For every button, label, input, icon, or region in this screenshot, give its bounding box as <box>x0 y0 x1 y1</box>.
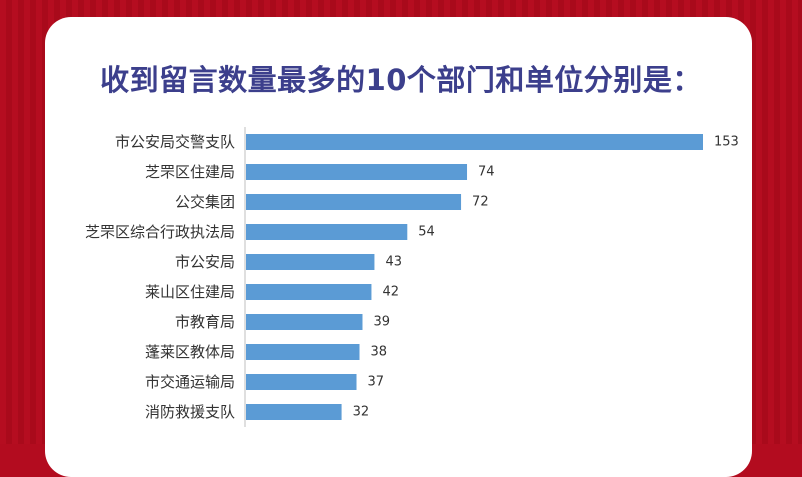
category-label: 蓬莱区教体局 <box>145 343 235 361</box>
content-card <box>45 17 752 477</box>
category-label: 消防救援支队 <box>145 403 235 421</box>
category-label: 公交集团 <box>175 193 235 211</box>
bar <box>246 164 468 180</box>
bar <box>246 194 462 210</box>
bar <box>246 224 408 240</box>
value-label: 32 <box>353 405 370 420</box>
bar <box>246 254 375 270</box>
value-label: 54 <box>418 225 435 240</box>
value-label: 43 <box>385 255 402 270</box>
bar <box>246 344 360 360</box>
value-label: 74 <box>478 165 495 180</box>
category-label: 市教育局 <box>175 313 235 331</box>
value-label: 39 <box>373 315 390 330</box>
category-label: 莱山区住建局 <box>145 283 235 301</box>
category-label: 市交通运输局 <box>145 373 235 391</box>
value-label: 153 <box>714 135 739 150</box>
value-label: 37 <box>368 375 385 390</box>
value-label: 38 <box>371 345 388 360</box>
value-label: 72 <box>472 195 489 210</box>
value-label: 42 <box>382 285 399 300</box>
bar <box>246 404 342 420</box>
bar <box>246 284 372 300</box>
category-label: 市公安局交警支队 <box>115 133 235 151</box>
bars-group: 市公安局交警支队 153 芝罘区住建局 74 公交集团 72 芝罘区综合行政执法局 54 市公安… <box>85 133 739 421</box>
category-label: 市公安局 <box>175 253 235 271</box>
page-title: 收到留言数量最多的10个部门和单位分别是： <box>100 63 702 97</box>
category-label: 芝罘区综合行政执法局 <box>85 223 235 241</box>
category-label: 芝罘区住建局 <box>145 163 235 181</box>
bar-chart: 市公安局交警支队 153 芝罘区住建局 74 公交集团 72 芝罘区综合行政执法局 54 市公安… <box>85 127 739 427</box>
bar <box>246 374 357 390</box>
bar <box>246 134 703 150</box>
bar <box>246 314 363 330</box>
